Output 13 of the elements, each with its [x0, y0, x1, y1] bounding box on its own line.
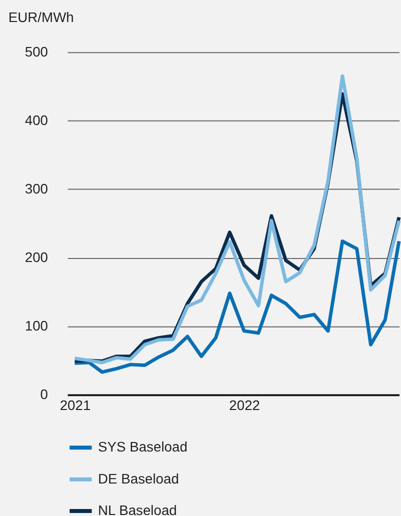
y-tick-label: 300 — [24, 180, 48, 197]
legend-label: SYS Baseload — [98, 438, 188, 455]
y-tick-label: 100 — [24, 318, 48, 334]
y-tick-label: 0 — [40, 386, 48, 402]
y-axis-title: EUR/MWh — [8, 8, 74, 25]
line-series — [73, 239, 401, 374]
y-tick-label: 500 — [24, 44, 48, 60]
y-tick-label: 200 — [24, 249, 48, 266]
legend-label: NL Baseload — [98, 502, 177, 516]
x-tick-label: 2022 — [229, 397, 260, 414]
legend-label: DE Baseload — [98, 470, 179, 486]
y-tick-label: 400 — [24, 112, 48, 128]
x-tick-label: 2021 — [60, 397, 91, 414]
